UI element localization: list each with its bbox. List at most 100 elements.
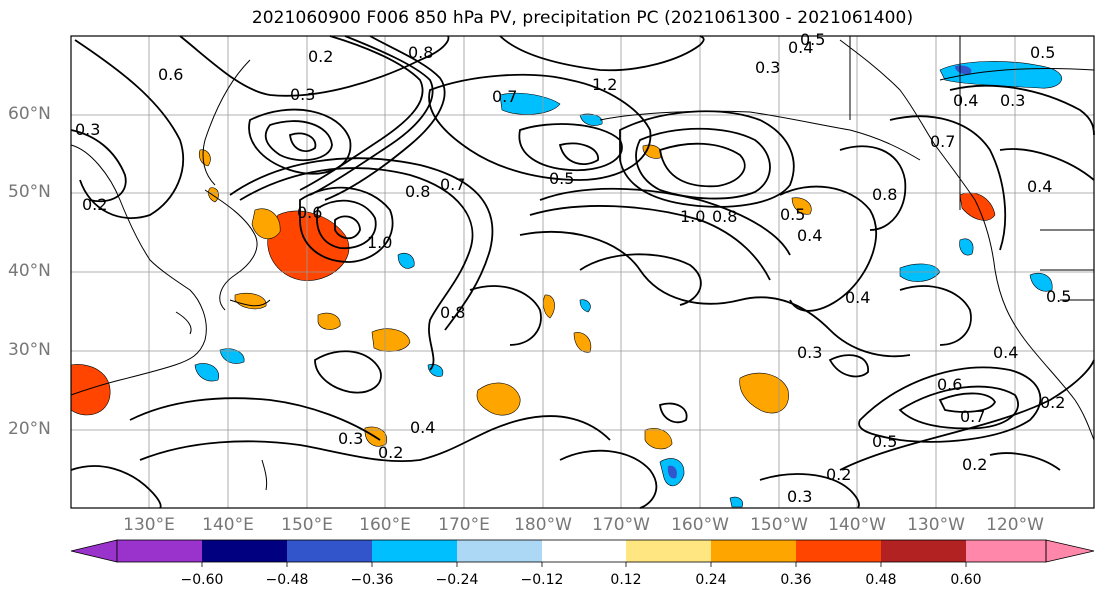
precip-negative-area [1029,272,1053,292]
contour-label: 0.4 [993,343,1018,362]
contour-label: 0.8 [405,182,430,201]
precip-positive-area [644,428,673,450]
contour-label: 0.6 [937,375,962,394]
contour-label: 0.5 [1030,43,1055,62]
pv-contours [70,35,1095,509]
lon-label: 170°E [438,515,490,535]
contour-label: 0.5 [549,169,574,188]
precip-negative-area [955,65,972,75]
lon-label: 140°E [202,515,254,535]
contour-label: 0.7 [930,132,955,151]
precip-positive-area [234,292,267,310]
precip-negative-area [397,252,415,269]
precip-negative-area [499,92,561,115]
contour-label: 0.8 [408,43,433,62]
colorbar-tick-label: 0.24 [695,572,727,588]
precip-positive-area [198,149,211,167]
contour-label: 0.2 [308,47,333,66]
lat-label: 60°N [8,104,51,124]
lat-label: 40°N [8,261,51,281]
precip-shading [70,61,1063,508]
precip-positive-area [476,382,521,416]
lat-label: 30°N [8,340,51,360]
contour-label: 0.4 [797,226,822,245]
lon-label: 130°E [123,515,175,535]
colorbar-tick-label: −0.48 [265,572,309,588]
precip-negative-area [219,348,245,364]
lon-label: 120°W [986,515,1044,535]
contour-label: 0.3 [1000,91,1025,110]
contour-label: 0.6 [158,65,183,84]
precip-negative-area [959,238,974,256]
contour-label: 0.7 [960,407,985,426]
contour-label: 0.2 [1040,393,1065,412]
contour-label: 0.8 [440,303,465,322]
lon-label: 150°E [281,515,333,535]
contour-label: 1.0 [680,207,705,226]
colorbar-segment [287,540,372,562]
contour-label: 0.6 [297,203,322,222]
contour-label: 0.5 [800,30,825,49]
contour-label: 0.7 [440,175,465,194]
precip-negative-area [939,61,1063,89]
colorbar-extend-high [1045,539,1095,563]
colorbar-segment [966,540,1046,562]
colorbar-tick-label: −0.36 [350,572,394,588]
coastlines [70,36,1095,491]
lon-label: 130°W [907,515,965,535]
contour-label: 0.5 [1046,287,1071,306]
colorbar-tick-label: 0.12 [610,572,642,588]
precip-positive-area [543,294,555,319]
colorbar-tick-label: 0.60 [950,572,982,588]
precip-negative-area [579,113,603,126]
lon-label: 180°W [514,515,572,535]
colorbar-segment [457,540,542,562]
colorbar-segment [711,540,796,562]
contour-label: 0.2 [82,195,107,214]
colorbar-segment [202,540,287,562]
precip-positive-area [70,364,111,416]
contour-label: 0.5 [780,205,805,224]
colorbar-tick-label: 0.48 [865,572,897,588]
contour-label: 1.0 [367,233,392,252]
contour-label: 0.3 [338,429,363,448]
lat-label: 20°N [8,419,51,439]
contour-label: 0.3 [755,58,780,77]
map-title: 2021060900 F006 850 hPa PV, precipitatio… [251,8,914,28]
contour-label: 0.3 [290,85,315,104]
precip-negative-area [579,299,591,313]
contour-label: 0.8 [872,185,897,204]
precip-positive-area [251,208,281,240]
colorbar-segment [626,540,711,562]
contour-label: 0.3 [75,120,100,139]
colorbar [70,539,1095,567]
contour-label: 0.2 [378,443,403,462]
precip-positive-area [791,197,812,215]
lon-label: 160°E [359,515,411,535]
lon-label: 140°W [828,515,886,535]
precip-positive-area [739,372,789,414]
contour-label: 0.4 [845,288,870,307]
contour-label: 0.4 [410,418,435,437]
precip-positive-area [573,332,592,353]
precip-negative-area [729,496,743,508]
precip-negative-area [667,465,677,479]
contour-label: 0.4 [953,91,978,110]
colorbar-tick-label: −0.60 [180,572,224,588]
contour-label: 0.4 [788,38,813,57]
precip-positive-area [371,328,411,352]
contour-label: 0.5 [872,432,897,451]
contour-label: 0.2 [962,455,987,474]
contour-label: 0.7 [492,87,517,106]
lon-label: 150°W [750,515,808,535]
colorbar-tick-label: 0.36 [780,572,812,588]
contour-label: 0.8 [712,207,737,226]
colorbar-segment [117,540,202,562]
lat-label: 50°N [8,182,51,202]
colorbar-extend-low [70,539,118,563]
colorbar-segment [796,540,881,562]
gridlines [71,36,1094,508]
precip-negative-area [194,363,219,382]
lon-label: 160°W [671,515,729,535]
